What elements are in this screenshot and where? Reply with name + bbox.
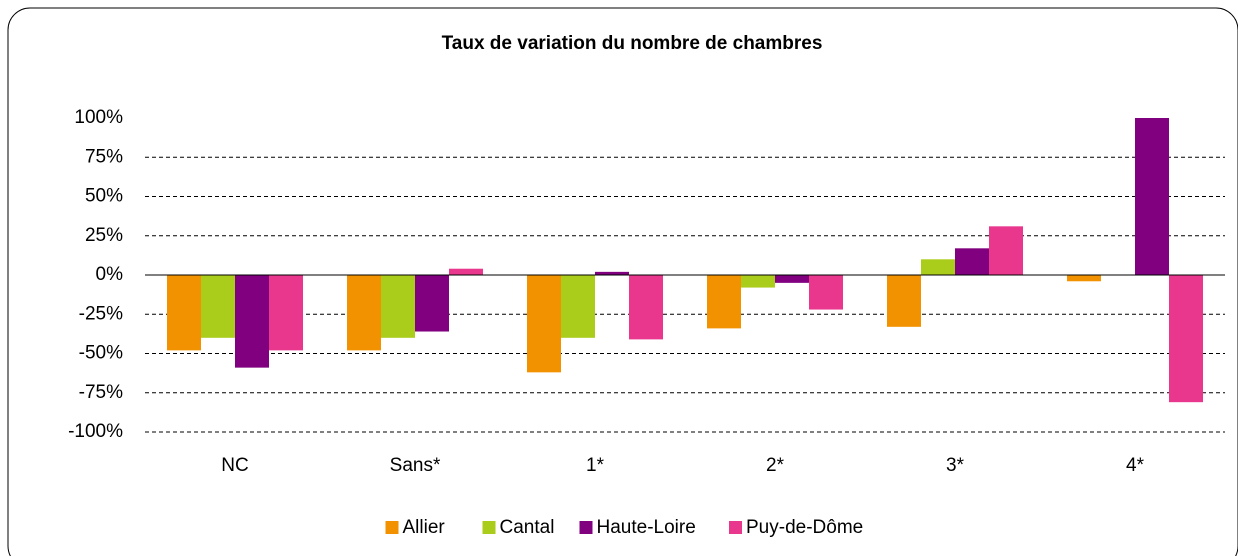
bar: [707, 275, 741, 329]
x-tick-label: 4*: [1126, 455, 1145, 476]
y-tick-label: 0%: [96, 264, 124, 285]
bar: [381, 275, 415, 338]
x-tick-label: 3*: [946, 455, 965, 476]
bar: [269, 275, 303, 351]
x-tick-label: Sans*: [390, 455, 441, 476]
legend-swatch: [385, 521, 399, 534]
bar: [235, 275, 269, 368]
bar: [775, 275, 809, 283]
legend-label: Cantal: [500, 517, 555, 538]
bar: [989, 226, 1023, 275]
bar: [595, 271, 629, 275]
chart-title: Taux de variation du nombre de chambres: [442, 33, 823, 54]
y-tick-label: 50%: [85, 186, 123, 207]
legend-swatch: [482, 521, 496, 534]
y-tick-label: -75%: [79, 382, 123, 403]
legend-label: Haute-Loire: [597, 517, 696, 538]
y-tick-label: -100%: [68, 421, 123, 442]
bar: [887, 275, 921, 327]
bar: [527, 275, 561, 373]
bar: [1135, 118, 1169, 275]
bar: [955, 248, 989, 275]
y-tick-label: -25%: [79, 303, 123, 324]
frame: [7, 7, 1238, 556]
legend-label: Puy-de-Dôme: [746, 517, 863, 538]
bar: [561, 275, 595, 338]
bar: [741, 275, 775, 288]
bar: [449, 268, 483, 275]
y-tick-label: 25%: [85, 225, 123, 246]
bar: [415, 275, 449, 332]
legend-swatch: [729, 521, 742, 534]
y-tick-label: 75%: [85, 146, 123, 167]
x-tick-label: 1*: [586, 455, 605, 476]
bar: [809, 275, 843, 310]
y-tick-label: -50%: [79, 343, 123, 364]
bar: [921, 259, 955, 275]
bar: [1169, 275, 1203, 403]
bar: [1067, 275, 1101, 282]
legend-swatch: [579, 521, 593, 534]
bar: [629, 275, 663, 340]
y-tick-label: 100%: [74, 107, 123, 128]
bar: [347, 275, 381, 351]
legend-label: Allier: [403, 517, 446, 538]
x-tick-label: NC: [221, 455, 248, 476]
x-tick-label: 2*: [766, 455, 785, 476]
bar: [167, 275, 201, 351]
bar: [201, 275, 235, 338]
